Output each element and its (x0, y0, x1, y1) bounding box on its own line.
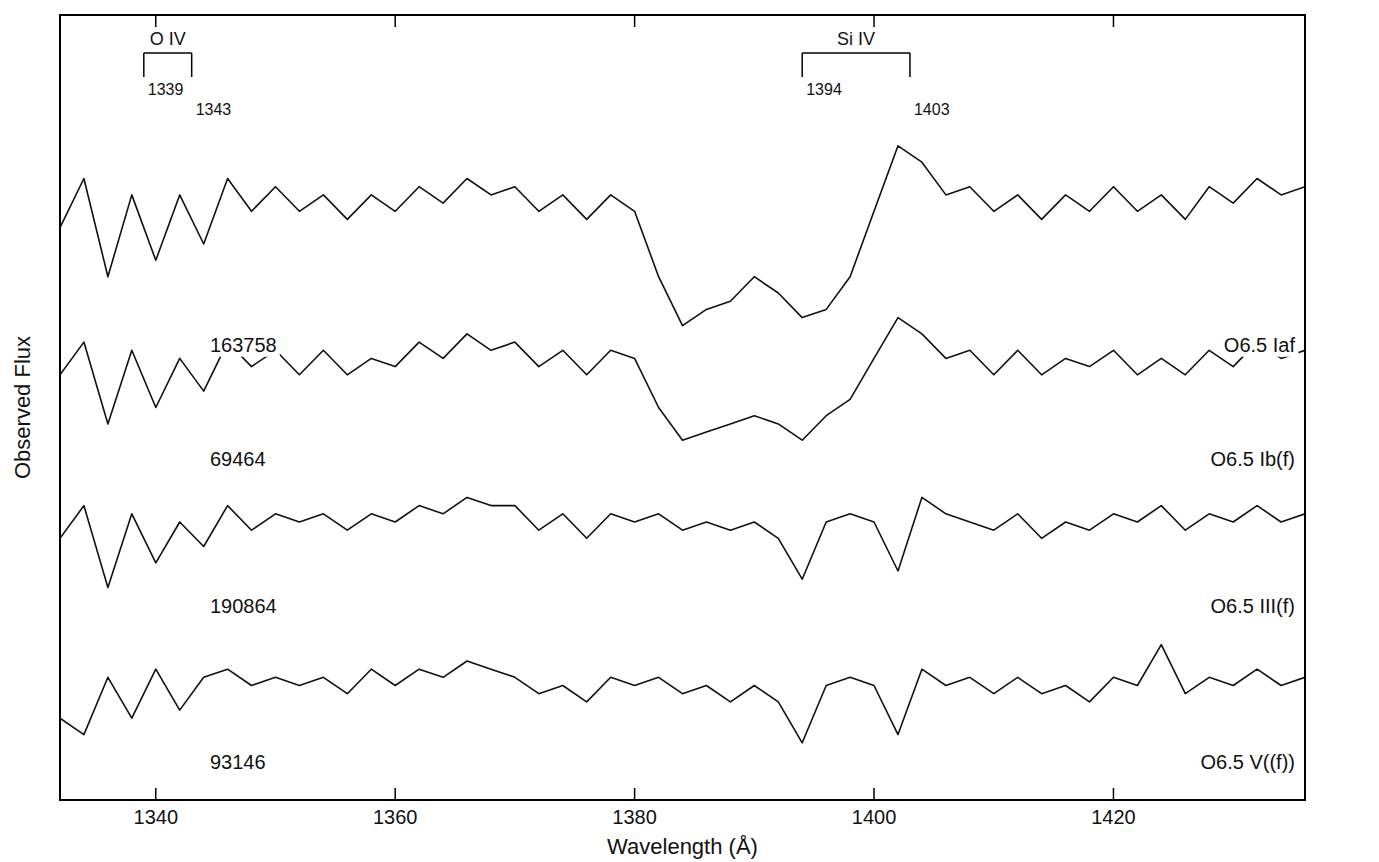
line-id-bracket (802, 52, 910, 54)
line-id-wavelength: 1339 (148, 81, 184, 98)
spectral-type: O6.5 Iaf (1224, 334, 1296, 356)
label-patch (1221, 333, 1299, 357)
x-tick (634, 788, 636, 800)
x-tick-label: 1400 (852, 806, 897, 828)
line-id-mark (909, 53, 911, 77)
spectrum-line (60, 645, 1305, 743)
line-id-mark (191, 53, 193, 77)
label-patch (207, 333, 280, 357)
spectral-type: O6.5 III(f) (1211, 595, 1295, 617)
x-tick-label: 1420 (1091, 806, 1136, 828)
line-id-bracket (144, 52, 192, 54)
star-id: 163758 (210, 334, 277, 356)
label-patch (1198, 750, 1298, 774)
x-tick (155, 788, 157, 800)
line-id-label: Si IV (837, 29, 875, 49)
spectrum-line (60, 497, 1305, 587)
spectral-type: O6.5 Ib(f) (1211, 448, 1295, 470)
label-patch (207, 447, 269, 471)
frame (60, 15, 1305, 800)
spectrum-line (60, 146, 1305, 326)
x-tick-label: 1380 (612, 806, 657, 828)
line-id-label: O IV (150, 29, 186, 49)
x-tick (394, 788, 396, 800)
line-id-wavelength: 1403 (914, 101, 950, 118)
x-tick-top (873, 15, 875, 27)
star-id: 190864 (210, 595, 277, 617)
x-tick-top (634, 15, 636, 27)
label-patch (207, 594, 280, 618)
x-tick-label: 1360 (373, 806, 418, 828)
x-tick-top (155, 15, 157, 27)
line-id-mark (801, 53, 803, 77)
line-id-mark (143, 53, 145, 77)
line-id-wavelength: 1343 (196, 101, 232, 118)
x-axis-title: Wavelength (Å) (607, 834, 758, 859)
line-id-wavelength: 1394 (806, 81, 842, 98)
x-tick (1113, 788, 1115, 800)
star-id: 93146 (210, 751, 266, 773)
x-tick-top (1113, 15, 1115, 27)
label-patch (207, 750, 269, 774)
label-patch (1208, 447, 1298, 471)
x-tick-label: 1340 (134, 806, 179, 828)
plot-area (60, 146, 1305, 743)
x-tick (873, 788, 875, 800)
chart: 1340 1360 1380 1400 1420 Wavelength (Å) Observ… (0, 0, 1379, 862)
spectral-type: O6.5 V((f)) (1201, 751, 1295, 773)
spectrum-line (60, 318, 1305, 441)
x-tick-top (394, 15, 396, 27)
y-axis-title: Observed Flux (10, 336, 35, 479)
star-id: 69464 (210, 448, 266, 470)
label-patch (1208, 594, 1298, 618)
